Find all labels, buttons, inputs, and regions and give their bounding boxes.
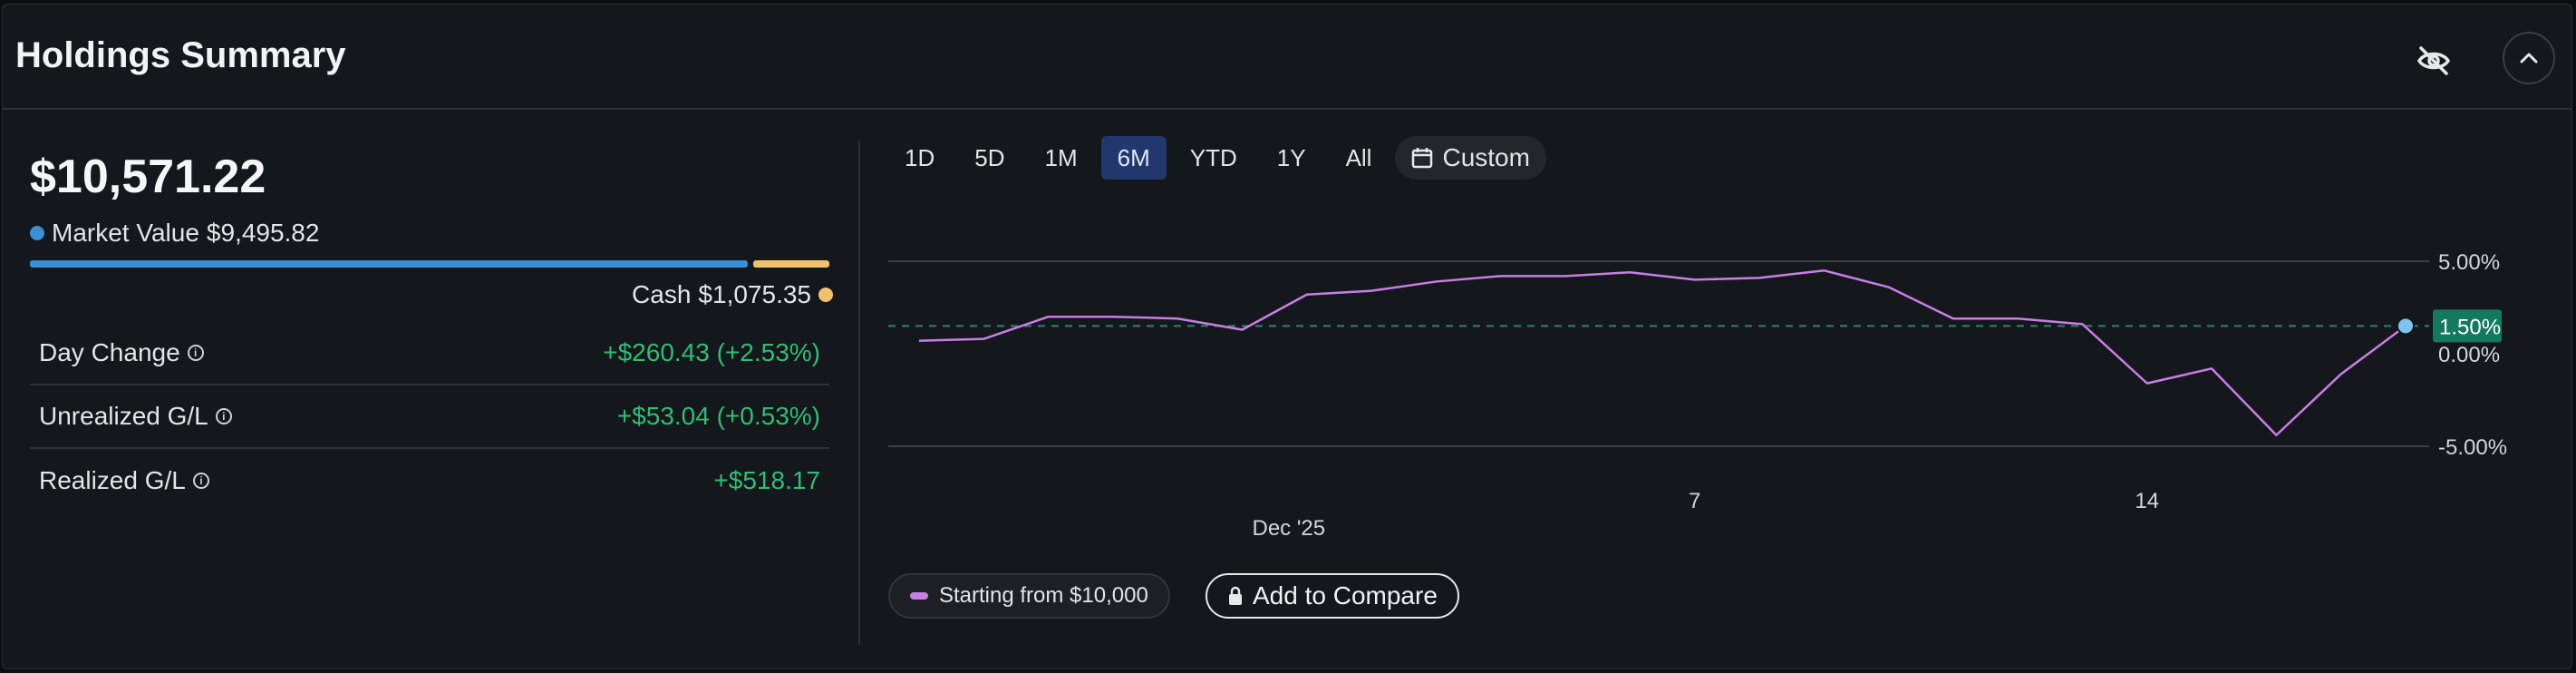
realized-gl-row: Realized G/L i +$518.17 <box>30 449 829 512</box>
allocation-bar <box>30 260 829 268</box>
range-1m-button[interactable]: 1M <box>1044 143 1078 171</box>
info-icon[interactable]: i <box>215 408 232 424</box>
cash-dot <box>818 288 833 302</box>
holdings-summary-panel: Holdings Summary $10,571.22 Market Value… <box>2 4 2572 669</box>
market-value: Market Value $9,495.82 <box>30 219 319 248</box>
add-to-compare-button[interactable]: Add to Compare <box>1206 573 1459 619</box>
summary-section: $10,571.22 Market Value $9,495.82 Cash $… <box>3 110 855 668</box>
lock-icon <box>1229 586 1242 605</box>
market-value-label: Market Value <box>52 219 199 247</box>
range-custom-button[interactable]: Custom <box>1395 136 1546 180</box>
series-legend[interactable]: Starting from $10,000 <box>888 573 1170 619</box>
calendar-icon <box>1412 148 1433 169</box>
total-value: $10,571.22 <box>30 151 266 203</box>
collapse-button[interactable] <box>2503 32 2555 84</box>
range-all-button[interactable]: All <box>1345 143 1372 171</box>
cash-label: Cash <box>632 280 692 308</box>
panel-title: Holdings Summary <box>15 35 346 75</box>
market-value-amount: $9,495.82 <box>206 219 320 247</box>
range-1d-button[interactable]: 1D <box>905 143 935 171</box>
day-change-value: +$260.43 (+2.53%) <box>603 338 820 366</box>
unrealized-gl-row: Unrealized G/L i +$53.04 (+0.53%) <box>30 385 829 449</box>
eye-off-icon[interactable] <box>2414 41 2454 81</box>
series-legend-label: Starting from $10,000 <box>939 583 1148 608</box>
market-value-dot <box>30 226 44 240</box>
range-selector: 1D 5D 1M 6M YTD 1Y All Custom <box>888 136 1546 180</box>
allocation-cash-segment <box>753 260 829 268</box>
day-change-row: Day Change i +$260.43 (+2.53%) <box>30 322 829 385</box>
range-ytd-button[interactable]: YTD <box>1189 143 1237 171</box>
range-6m-button[interactable]: 6M <box>1100 136 1167 180</box>
series-swatch <box>910 592 928 600</box>
cash-value: Cash $1,075.35 <box>632 280 833 309</box>
realized-gl-value: +$518.17 <box>713 466 820 494</box>
range-custom-label: Custom <box>1442 143 1530 171</box>
unrealized-gl-value: +$53.04 (+0.53%) <box>616 402 820 430</box>
range-1y-button[interactable]: 1Y <box>1276 143 1306 171</box>
panel-header: Holdings Summary <box>3 5 2571 110</box>
unrealized-gl-label: Unrealized G/L <box>39 402 208 430</box>
add-to-compare-label: Add to Compare <box>1253 581 1438 610</box>
range-5d-button[interactable]: 5D <box>974 143 1005 171</box>
allocation-market-segment <box>30 260 748 268</box>
day-change-label: Day Change <box>39 338 180 366</box>
info-icon[interactable]: i <box>187 345 204 361</box>
realized-gl-label: Realized G/L <box>39 466 186 494</box>
cash-amount: $1,075.35 <box>698 280 811 308</box>
info-icon[interactable]: i <box>192 473 209 489</box>
section-divider <box>858 141 860 645</box>
chevron-up-icon <box>2520 53 2538 63</box>
